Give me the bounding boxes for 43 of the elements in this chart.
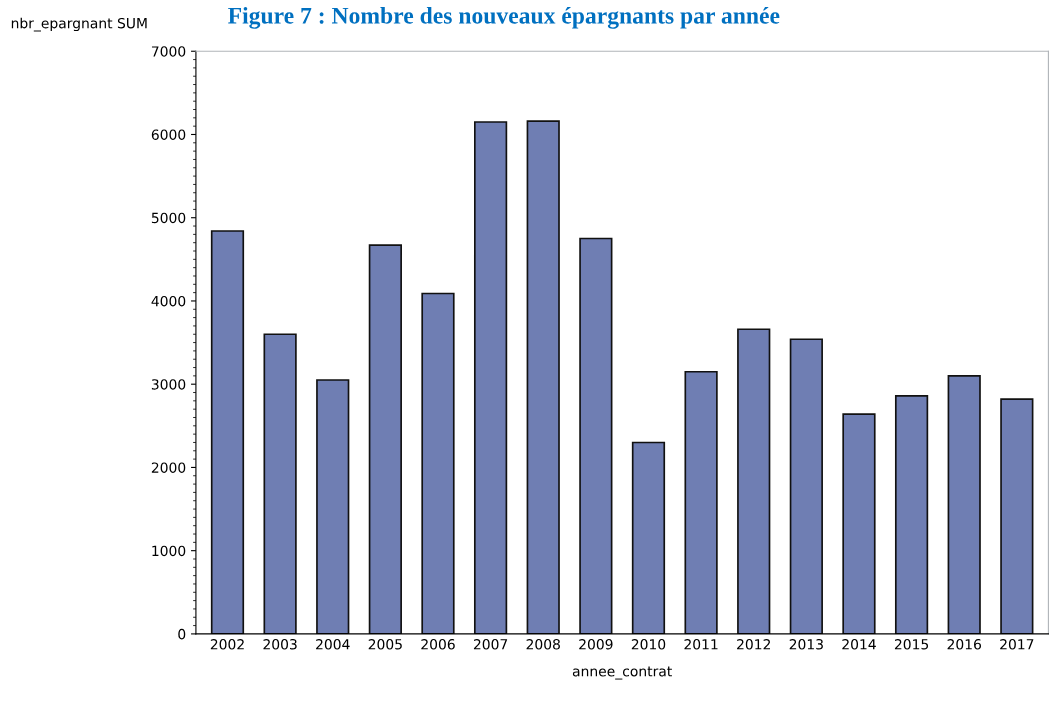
chart-title: Figure 7 : Nombre des nouveaux épargnants par année: [228, 7, 780, 29]
x-tick-label: 2017: [1000, 639, 1034, 650]
y-tick-label: 0: [178, 628, 186, 640]
bar: [1000, 398, 1034, 634]
x-tick-label: 2003: [263, 639, 297, 650]
x-tick-label: 2009: [579, 639, 613, 650]
y-tick-label: 1000: [152, 545, 186, 557]
bar: [631, 441, 666, 634]
x-tick-label: 2008: [526, 639, 560, 650]
y-tick-label: 3000: [151, 379, 186, 390]
x-axis-title: annee_contrat: [572, 666, 672, 680]
x-tick-label: 2013: [789, 639, 823, 650]
bar: [737, 328, 771, 634]
y-tick-label: 4000: [151, 295, 186, 307]
x-tick-label: 2007: [473, 639, 508, 650]
x-tick-label: 2004: [316, 639, 350, 650]
bar: [526, 120, 560, 634]
bar: [263, 333, 297, 634]
y-tick-label: 5000: [151, 212, 186, 224]
x-tick-label: 2015: [894, 639, 929, 650]
x-tick-label: 2016: [947, 639, 982, 650]
y-tick-label: 7000: [151, 46, 186, 57]
bar: [789, 338, 823, 634]
y-axis-title: nbr_epargnant SUM: [11, 17, 147, 32]
bar: [316, 379, 350, 634]
bar: [473, 121, 508, 634]
y-tick-label: 6000: [151, 129, 186, 140]
bar: [684, 370, 718, 634]
bar: [842, 413, 876, 634]
bar: [579, 237, 613, 634]
bar: [947, 375, 981, 634]
x-tick-label: 2005: [368, 639, 402, 650]
x-tick-label: 2012: [737, 639, 770, 650]
x-tick-label: 2010: [631, 639, 666, 650]
y-tick-label: 2000: [151, 462, 186, 473]
bar: [368, 244, 402, 634]
bar: [894, 395, 929, 634]
x-tick-label: 2006: [421, 639, 455, 650]
bar: [421, 292, 455, 634]
bar: [210, 230, 245, 634]
x-tick-label: 2002: [210, 639, 244, 650]
x-tick-label: 2014: [842, 639, 876, 650]
x-tick-label: 2011: [684, 639, 718, 650]
